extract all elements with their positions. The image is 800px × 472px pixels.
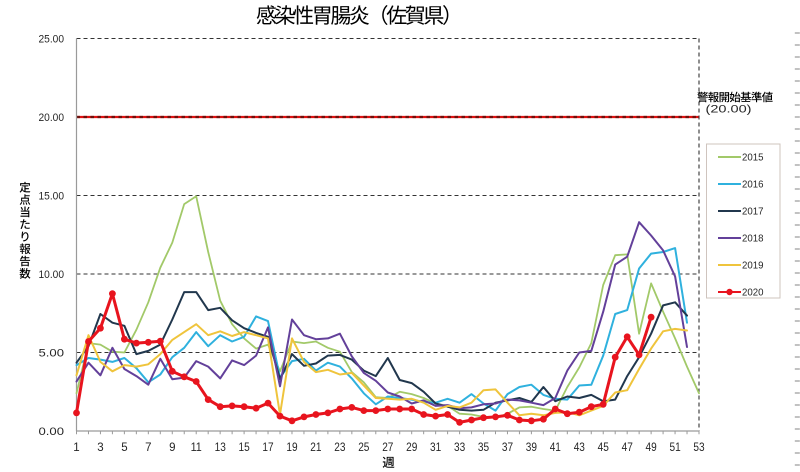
svg-text:23: 23	[334, 442, 345, 454]
svg-text:1: 1	[73, 442, 79, 454]
svg-text:21: 21	[310, 442, 321, 454]
svg-text:39: 39	[526, 442, 537, 454]
svg-text:27: 27	[382, 442, 393, 454]
svg-text:10.00: 10.00	[39, 269, 65, 281]
svg-text:17: 17	[262, 442, 273, 454]
svg-text:35: 35	[478, 442, 489, 454]
svg-text:(20.00): (20.00)	[706, 104, 752, 116]
svg-text:9: 9	[169, 442, 175, 454]
svg-text:0.00: 0.00	[39, 426, 65, 438]
svg-text:2019: 2019	[742, 260, 764, 272]
svg-text:29: 29	[406, 442, 417, 454]
svg-text:7: 7	[145, 442, 151, 454]
svg-text:45: 45	[598, 442, 609, 454]
svg-text:53: 53	[693, 442, 704, 454]
svg-text:5.00: 5.00	[39, 347, 65, 359]
svg-text:20.00: 20.00	[39, 112, 65, 124]
svg-text:43: 43	[574, 442, 585, 454]
svg-text:37: 37	[502, 442, 513, 454]
svg-text:2016: 2016	[742, 179, 764, 191]
svg-text:25.00: 25.00	[39, 33, 65, 45]
svg-text:41: 41	[550, 442, 561, 454]
svg-text:33: 33	[454, 442, 465, 454]
svg-text:49: 49	[646, 442, 657, 454]
svg-text:11: 11	[191, 442, 202, 454]
svg-text:19: 19	[286, 442, 297, 454]
svg-text:25: 25	[358, 442, 369, 454]
svg-text:31: 31	[430, 442, 441, 454]
svg-text:47: 47	[622, 442, 633, 454]
svg-text:51: 51	[670, 442, 681, 454]
svg-text:2018: 2018	[742, 233, 764, 245]
svg-text:15: 15	[239, 442, 250, 454]
svg-text:13: 13	[215, 442, 226, 454]
svg-text:15.00: 15.00	[39, 190, 65, 202]
svg-text:2017: 2017	[742, 206, 764, 218]
svg-text:5: 5	[121, 442, 127, 454]
svg-text:2020: 2020	[742, 287, 764, 299]
svg-text:3: 3	[97, 442, 103, 454]
svg-text:2015: 2015	[742, 152, 764, 164]
